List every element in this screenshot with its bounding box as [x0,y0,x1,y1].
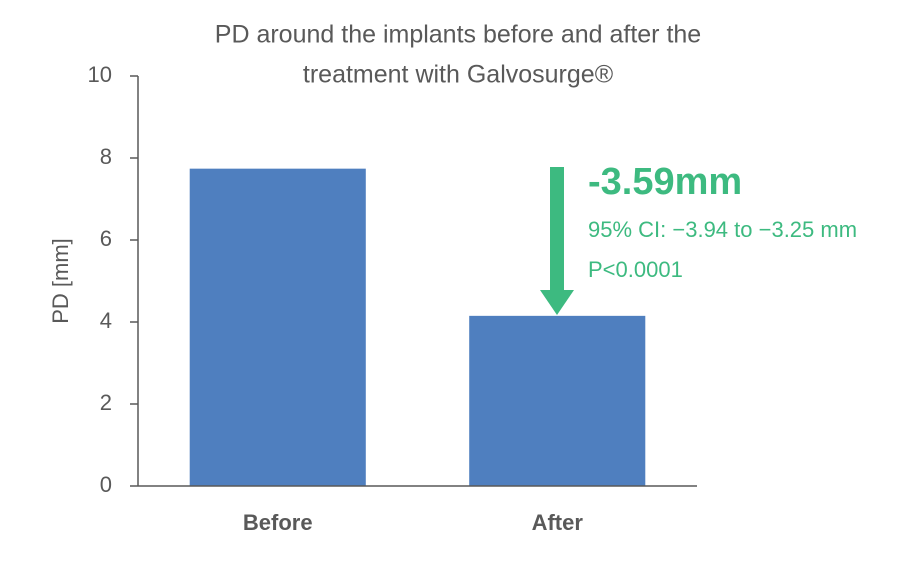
arrow-shaft [550,167,564,290]
chart-title: treatment with Galvosurge® [303,61,614,89]
annotation-text: -3.59mm [588,161,742,203]
annotation-text: 95% CI: −3.94 to −3.25 mm [588,217,857,242]
annotation-text: P<0.0001 [588,257,683,282]
x-tick-label: After [532,510,584,535]
y-tick-label: 4 [100,308,112,333]
y-tick-label: 2 [100,390,112,415]
y-tick-label: 10 [88,62,112,87]
y-tick-label: 6 [100,226,112,251]
x-tick-label: Before [243,510,313,535]
bar [189,168,366,486]
y-tick-label: 8 [100,144,112,169]
bar [469,315,646,486]
y-axis-label: PD [mm] [48,238,73,324]
y-tick-label: 0 [100,472,112,497]
arrow-head [540,290,574,315]
annotation: -3.59mm 95% CI: −3.94 to −3.25 mm P<0.00… [540,161,857,315]
chart-title: PD around the implants before and after … [215,21,701,49]
